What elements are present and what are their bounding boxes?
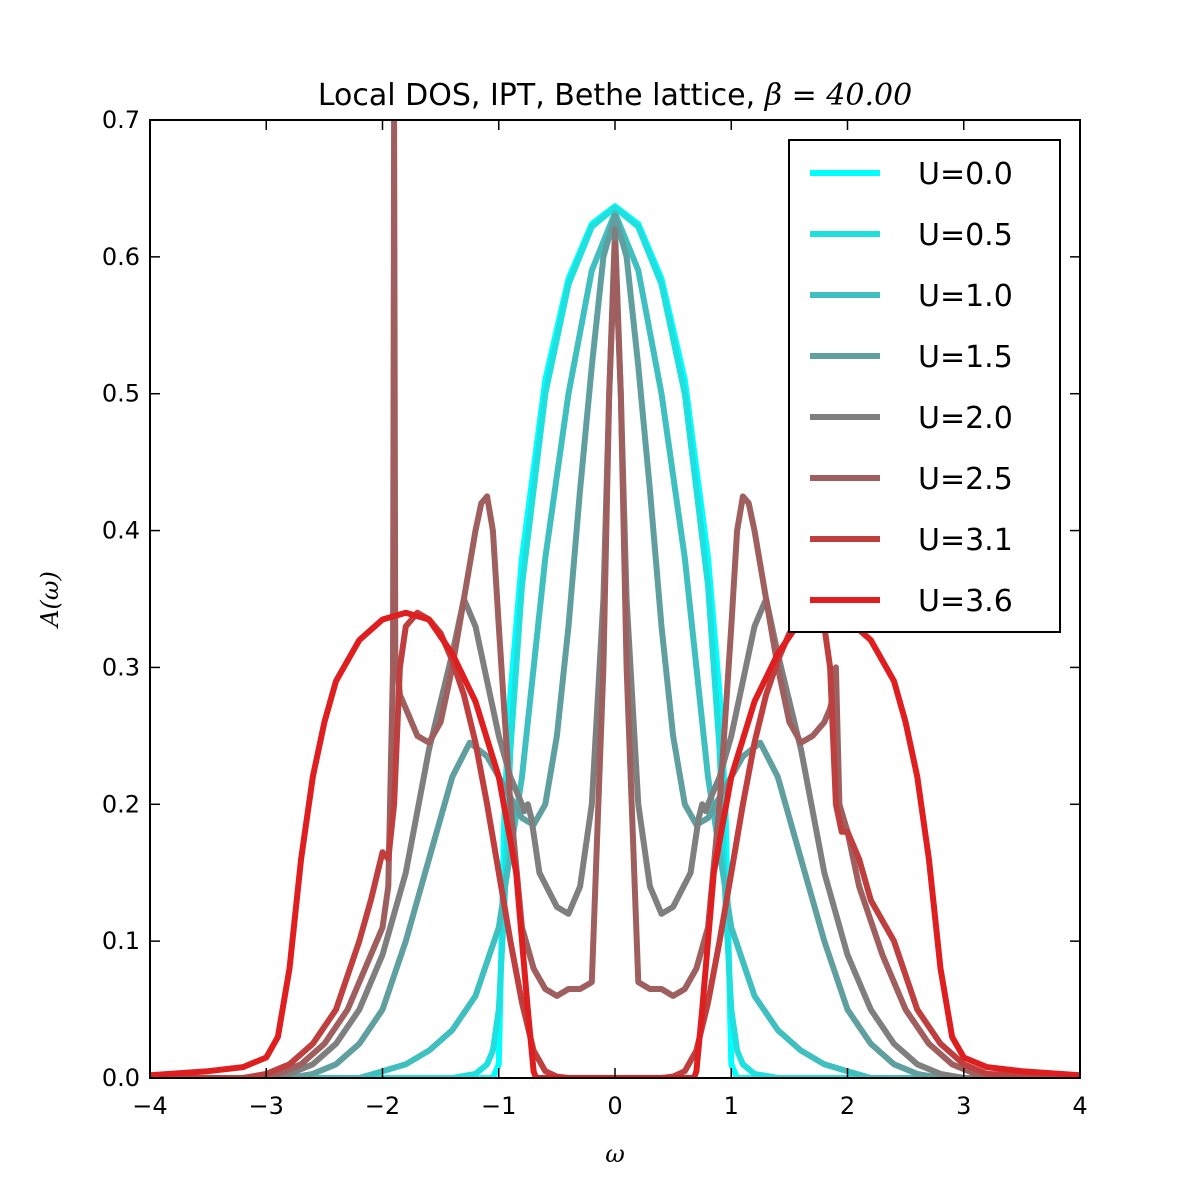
- legend: U=0.0 U=0.5 U=1.0 U=1.5 U=2.0 U=2.5 U=3.1 U=3.6: [788, 139, 1061, 633]
- chart-title: Local DOS, IPT, Bethe lattice, β = 40.00: [318, 78, 912, 113]
- series-line-4: [150, 226, 1080, 1078]
- y-tick-label: 0.5: [102, 380, 140, 408]
- legend-label-1: U=0.5: [918, 218, 1013, 253]
- y-tick-label: 0.1: [102, 927, 140, 955]
- x-axis-label: ω: [605, 1140, 625, 1168]
- y-tick-label: 0.0: [102, 1064, 140, 1092]
- x-tick-label: −4: [132, 1092, 167, 1120]
- series-line-6: [150, 609, 1080, 1078]
- series-line-7: [150, 609, 1080, 1078]
- series-line-3: [150, 212, 1080, 1078]
- legend-label-2: U=1.0: [918, 279, 1013, 314]
- y-tick-label: 0.2: [102, 790, 140, 818]
- tick-layer: −4 −3 −2 −1 0 1 2 3 4 0.0 0.1 0.2 0.3 0.4 0.5 0.6 0.7: [102, 106, 1088, 1120]
- x-tick-label: −1: [481, 1092, 516, 1120]
- y-tick-label: 0.4: [102, 517, 140, 545]
- series-line-5: [150, 120, 1080, 1078]
- legend-label-4: U=2.0: [918, 401, 1013, 436]
- y-tick-label: 0.6: [102, 243, 140, 271]
- legend-frame: [788, 139, 1061, 633]
- series-line-1: [150, 204, 1080, 1078]
- x-tick-label: −3: [249, 1092, 284, 1120]
- x-tick-label: 0: [607, 1092, 622, 1120]
- y-axis-label: A(ω): [36, 571, 64, 629]
- x-tick-label: −2: [365, 1092, 400, 1120]
- y-tick-label: 0.3: [102, 653, 140, 681]
- legend-label-5: U=2.5: [918, 462, 1013, 497]
- x-tick-label: 3: [956, 1092, 971, 1120]
- x-tick-label: 4: [1072, 1092, 1087, 1120]
- legend-label-0: U=0.0: [918, 157, 1013, 192]
- legend-label-3: U=1.5: [918, 340, 1013, 375]
- y-tick-label: 0.7: [102, 106, 140, 134]
- legend-label-6: U=3.1: [918, 523, 1013, 558]
- x-tick-label: 1: [724, 1092, 739, 1120]
- series-layer: [150, 120, 1080, 1078]
- legend-label-7: U=3.6: [918, 584, 1013, 619]
- x-tick-label: 2: [840, 1092, 855, 1120]
